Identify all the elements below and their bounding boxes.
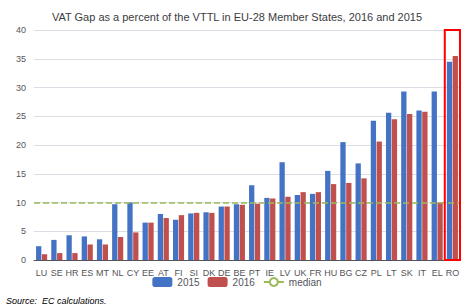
svg-text:median: median (289, 277, 322, 288)
svg-text:CZ: CZ (355, 268, 367, 278)
svg-text:EL: EL (432, 268, 443, 278)
html-text:LV UK FR: LV UK FR (279, 267, 322, 278)
svg-text:HR: HR (66, 268, 79, 278)
svg-text:IE: IE (266, 268, 275, 278)
svg-text:IT: IT (418, 268, 427, 278)
svg-text:SK: SK (401, 268, 413, 278)
svg-text:CY: CY (127, 268, 140, 278)
svg-text:FI: FI (174, 267, 183, 278)
svg-text:5: 5 (21, 226, 26, 236)
svg-text:HU: HU (324, 268, 337, 278)
svg-text:SE: SE (51, 268, 63, 278)
svg-text:15: 15 (16, 169, 26, 179)
svg-text:35: 35 (16, 54, 26, 64)
svg-text:LU: LU (36, 268, 48, 278)
svg-text:10: 10 (16, 198, 26, 208)
svg-text:LT: LT (387, 268, 397, 278)
svg-text:AT: AT (158, 268, 169, 278)
svg-text:BG: BG (339, 268, 352, 278)
svg-text:2016: 2016 (233, 277, 256, 288)
svg-text:ES: ES (81, 268, 93, 278)
svg-text:EE: EE (142, 268, 154, 278)
svg-text:0: 0 (21, 255, 26, 265)
svg-text:DK: DK (203, 268, 216, 278)
svg-text:PL: PL (371, 268, 382, 278)
svg-text:30: 30 (16, 83, 26, 93)
svg-text:MT: MT (96, 268, 109, 278)
svg-text:RO: RO (446, 268, 460, 278)
svg-text:DE: DE (218, 268, 231, 278)
svg-text:Source: EC calculations.: Source: EC calculations. (6, 296, 107, 306)
svg-text:25: 25 (16, 111, 26, 121)
svg-text:2015: 2015 (177, 277, 200, 288)
svg-text:SI: SI (189, 267, 198, 278)
svg-text:40: 40 (16, 25, 26, 35)
svg-text:VAT Gap as a percent of the VT: VAT Gap as a percent of the VTTL in EU-2… (52, 11, 422, 23)
html-text:BE PT: BE PT (233, 267, 261, 278)
svg-text:NL: NL (112, 268, 124, 278)
svg-text:20: 20 (16, 140, 26, 150)
